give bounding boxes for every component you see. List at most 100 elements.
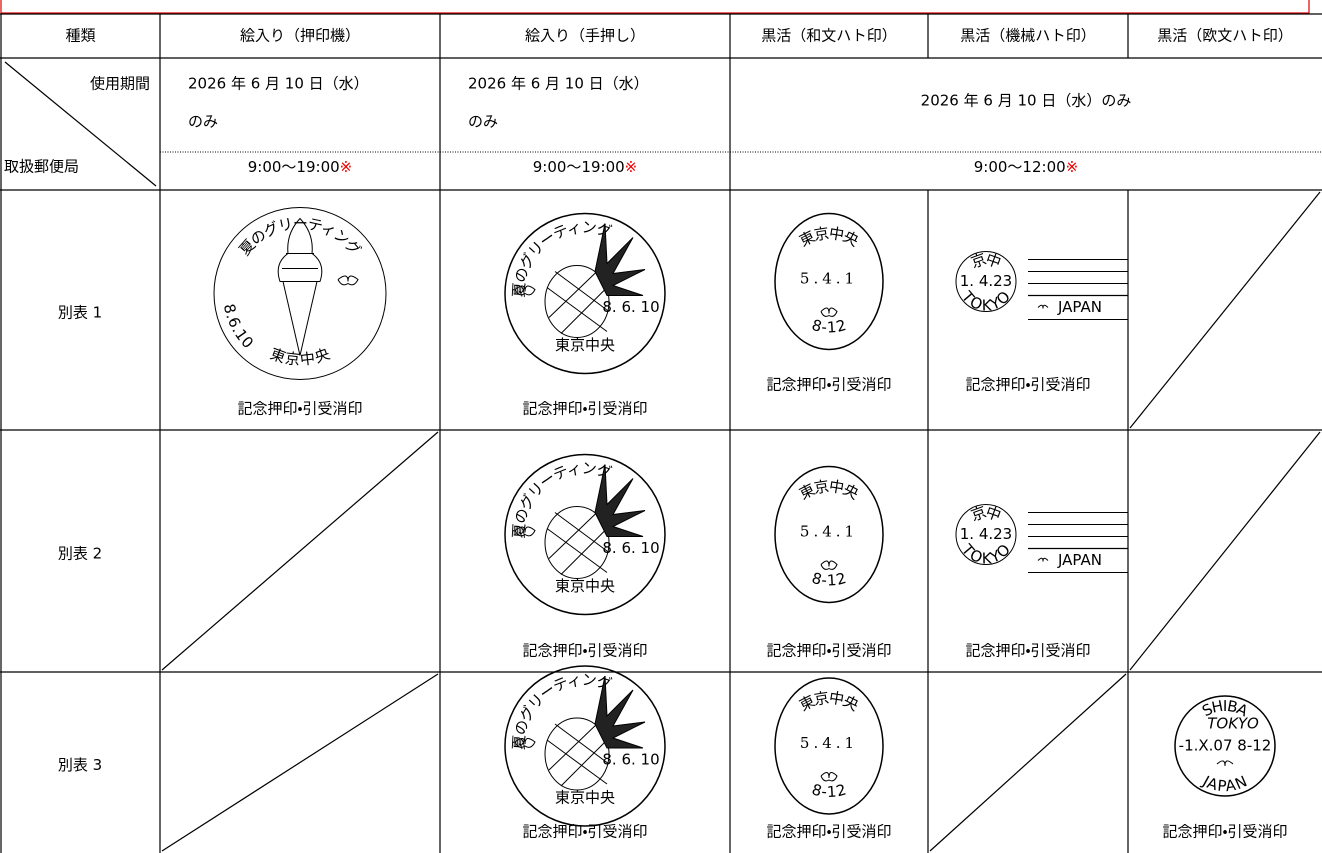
stamp-caption: 記念押印・引受消印 bbox=[522, 642, 647, 660]
stamp-city: SHIBA bbox=[1199, 696, 1252, 720]
stamp-country: JAPAN bbox=[1057, 298, 1102, 316]
stamp-city: TOKYO bbox=[958, 540, 1014, 567]
stamp-date: 8. 6. 10 bbox=[602, 751, 659, 769]
stamp-time: 8-12 bbox=[810, 568, 848, 589]
stamp-office-path: 東京中央 bbox=[796, 477, 862, 503]
stamp-city: TOKYO bbox=[958, 287, 1014, 314]
period-hours: 9:00～19:00※ bbox=[248, 158, 353, 176]
stamp-ring bbox=[774, 677, 884, 815]
stamp-date: 8. 6. 10 bbox=[602, 298, 659, 316]
stamp-district: TOKYO bbox=[1207, 715, 1259, 733]
notice-box bbox=[0, 0, 1310, 14]
stamp-caption: 記念押印・引受消印 bbox=[766, 642, 891, 660]
stamp-ring bbox=[504, 212, 666, 375]
row-label: 別表 1 bbox=[58, 304, 102, 322]
stamp-caption: 記念押印・引受消印 bbox=[1162, 823, 1287, 841]
stamp-ring bbox=[955, 504, 1017, 565]
bird bbox=[514, 738, 536, 748]
row-label: 別表 2 bbox=[58, 545, 102, 563]
pineapple-body bbox=[544, 265, 610, 338]
stamp-date: 8. 6. 10 bbox=[602, 539, 659, 557]
stamp-time: 8-12 bbox=[810, 780, 848, 801]
hours: 9:00～12:00 bbox=[974, 158, 1066, 176]
stamp-ring bbox=[955, 251, 1017, 312]
stamp-city-path: TOKYO bbox=[958, 287, 1014, 314]
bird bbox=[820, 560, 838, 570]
bird bbox=[514, 526, 536, 537]
stamp-office-path: 東京中央 bbox=[796, 688, 862, 714]
stamp-caption: 記念押印・引受消印 bbox=[965, 642, 1090, 660]
bird bbox=[337, 275, 359, 286]
bird bbox=[1037, 304, 1049, 309]
pineapple-body bbox=[544, 506, 610, 579]
stamp-office: 東京中央 bbox=[555, 789, 615, 807]
header-cell: 黒活（機械ハト印） bbox=[960, 27, 1095, 45]
bird bbox=[1037, 557, 1049, 562]
stamp-country: JAPAN bbox=[1057, 551, 1102, 569]
pineapple-leaves bbox=[594, 675, 646, 749]
stamp-office: 東京中央 bbox=[268, 344, 332, 368]
stamp-ring bbox=[504, 453, 666, 616]
stamp-date: -1.X.07 8-12 bbox=[1179, 737, 1272, 755]
pineapple-body bbox=[544, 717, 610, 791]
bird bbox=[514, 285, 536, 296]
stamp-ring bbox=[774, 465, 884, 604]
stamp-date: 8.6.10 bbox=[220, 302, 257, 352]
stamp-time-path: 8-12 bbox=[810, 780, 848, 801]
pineapple-leaves bbox=[594, 464, 646, 537]
note-mark: ※ bbox=[1066, 158, 1079, 176]
hours: 9:00～19:00 bbox=[533, 158, 625, 176]
pineapple-texture bbox=[546, 269, 610, 334]
empty-diagonal bbox=[1129, 431, 1321, 671]
stamp-date: 5.4.1 bbox=[800, 734, 858, 752]
stamp-time: 8-12 bbox=[810, 315, 848, 336]
stamp-office-path: 東京中央 bbox=[268, 344, 332, 368]
row-label: 別表 3 bbox=[58, 756, 102, 774]
bird bbox=[1216, 760, 1234, 767]
stamp-caption: 記念押印・引受消印 bbox=[965, 376, 1090, 394]
empty-diagonal bbox=[1129, 191, 1321, 429]
icecream-swirl bbox=[277, 217, 323, 282]
stamp-caption: 記念押印・引受消印 bbox=[522, 400, 647, 418]
stamp-ring bbox=[1174, 695, 1276, 797]
empty-diagonal bbox=[161, 673, 439, 852]
corner-bottom: 取扱郵便局 bbox=[4, 158, 79, 176]
stamp-office: 東京中央 bbox=[796, 477, 862, 503]
stamp-date: 5.4.1 bbox=[800, 523, 858, 541]
period-date: のみ bbox=[468, 113, 498, 131]
stamp-date: 5.4.1 bbox=[800, 270, 858, 288]
stamp-caption: 記念押印・引受消印 bbox=[766, 823, 891, 841]
icecream-cone bbox=[282, 281, 318, 356]
stamp-office: 東京中央 bbox=[796, 688, 862, 714]
period-hours: 9:00～12:00※ bbox=[974, 158, 1079, 176]
stamp-city-path: TOKYO bbox=[958, 540, 1014, 567]
stamp-caption: 記念押印・引受消印 bbox=[766, 376, 891, 394]
stamp-date: 1. 4.23 bbox=[960, 272, 1012, 290]
stamp-country: JAPAN bbox=[1199, 771, 1250, 794]
header-cell: 種類 bbox=[65, 27, 95, 45]
stamp-office: 東京中央 bbox=[555, 577, 615, 595]
period-hours: 9:00～19:00※ bbox=[533, 158, 638, 176]
stamp-ring bbox=[504, 665, 666, 827]
note-mark: ※ bbox=[340, 158, 353, 176]
header-cell: 黒活（欧文ハト印） bbox=[1157, 27, 1292, 45]
pineapple-texture bbox=[546, 721, 610, 787]
corner-diagonal bbox=[4, 61, 157, 187]
period-date: のみ bbox=[188, 113, 218, 131]
stamp-ring bbox=[213, 207, 387, 380]
period-date: 2026 年 6 月 10 日（水） bbox=[468, 75, 649, 93]
header-cell: 絵入り（手押し） bbox=[525, 27, 645, 45]
stamp-city-path: SHIBA bbox=[1199, 696, 1252, 720]
note-mark: ※ bbox=[625, 158, 638, 176]
empty-diagonal bbox=[161, 431, 439, 671]
header-cell: 絵入り（押印機） bbox=[240, 27, 360, 45]
bird bbox=[820, 307, 838, 317]
stamp-caption: 記念押印・引受消印 bbox=[522, 823, 647, 841]
stamp-office-path: 東京中央 bbox=[796, 224, 862, 250]
header-cell: 黒活（和文ハト印） bbox=[761, 27, 896, 45]
stamp-date: 1. 4.23 bbox=[960, 525, 1012, 543]
corner-top: 使用期間 bbox=[90, 75, 150, 93]
period-date: 2026 年 6 月 10 日（水）のみ bbox=[921, 92, 1132, 110]
